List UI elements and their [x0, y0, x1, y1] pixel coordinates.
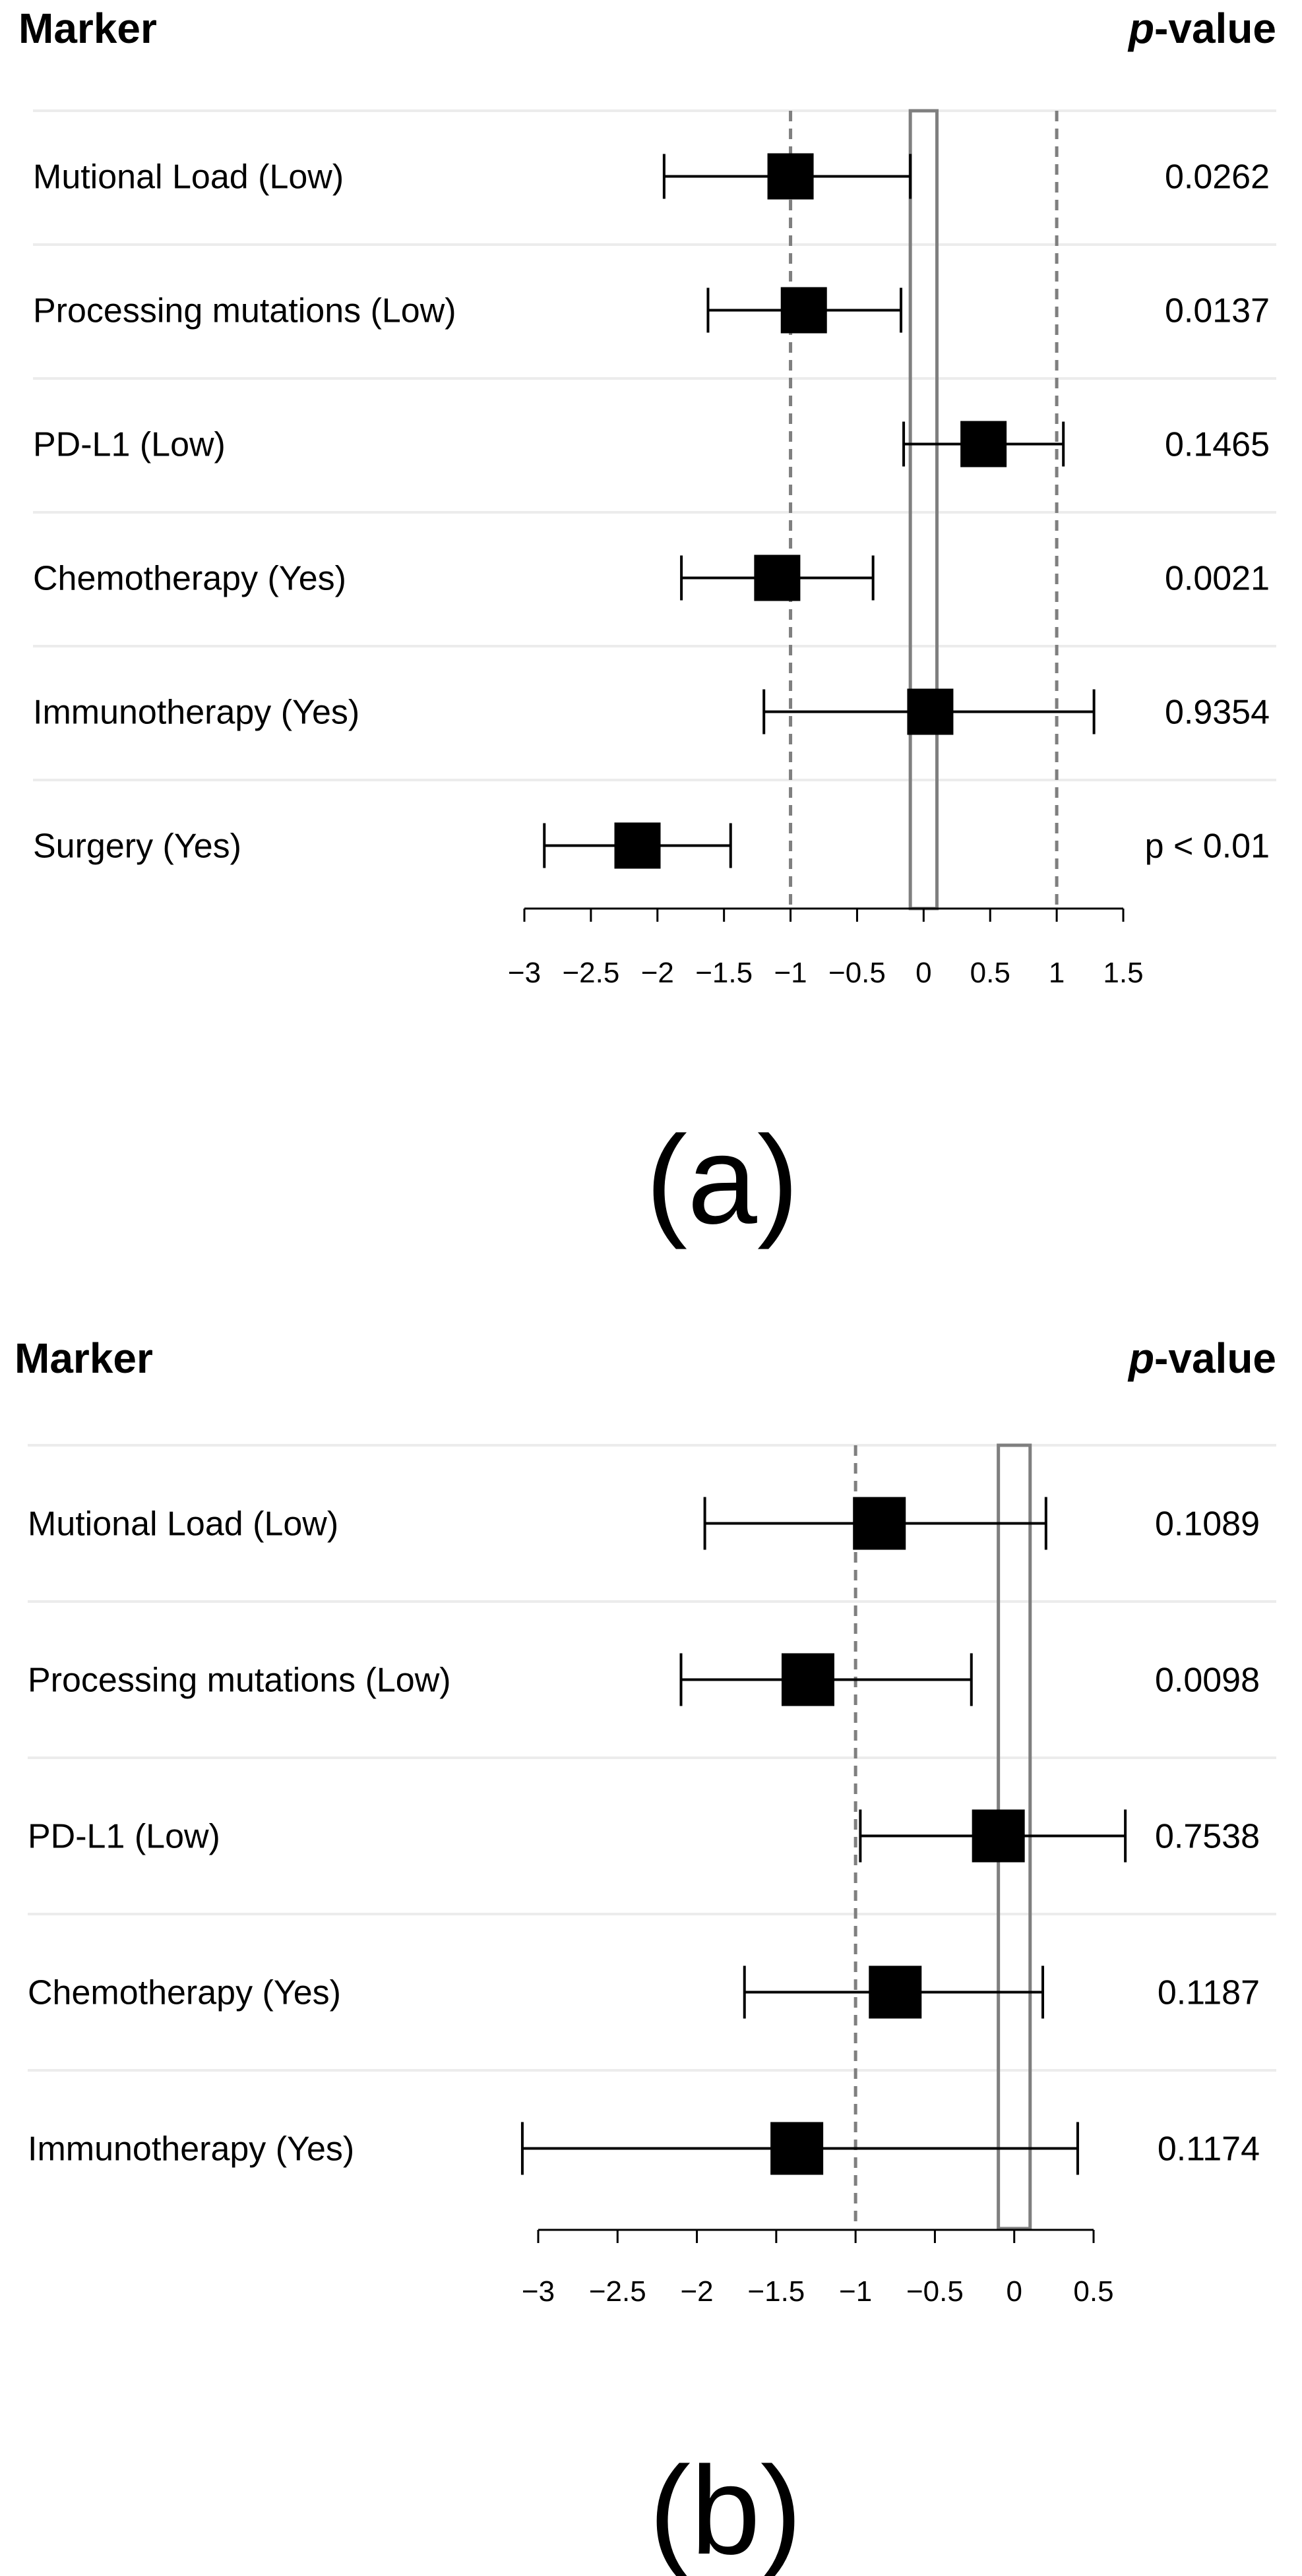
x-axis-tick-label: −3: [522, 2275, 555, 2308]
marker-label: Mutional Load (Low): [28, 1505, 338, 1543]
p-value-text: 0.9354: [1165, 694, 1270, 732]
panel-label: (b): [649, 2441, 802, 2576]
null-effect-band: [908, 109, 939, 911]
p-value-text: 0.1089: [1155, 1505, 1260, 1543]
x-axis-tick-label: 1: [1049, 957, 1065, 989]
p-value-text: p < 0.01: [1145, 827, 1270, 866]
x-axis-tick-label: −2: [641, 957, 674, 989]
x-axis-tick-label: −2.5: [562, 957, 619, 989]
point-estimate-box: [972, 1809, 1025, 1863]
p-value-text: 0.1187: [1158, 1974, 1260, 2012]
x-axis-tick-label: −2: [680, 2275, 713, 2308]
x-axis-tick-label: 0.5: [970, 957, 1010, 989]
p-value-text: 0.7538: [1155, 1818, 1260, 1856]
point-estimate-box: [767, 153, 814, 200]
panel-label: (a): [646, 1110, 799, 1250]
x-axis-tick-label: 0.5: [1073, 2275, 1113, 2308]
point-estimate-box: [781, 1653, 834, 1706]
marker-label: PD-L1 (Low): [33, 426, 226, 464]
marker-label: Mutional Load (Low): [33, 158, 344, 196]
p-value-text: 0.0137: [1165, 292, 1270, 330]
p-value-text: 0.1174: [1158, 2130, 1260, 2169]
p-value-column-header: p-value: [1127, 1334, 1276, 1382]
x-axis-tick-label: 0: [915, 957, 931, 989]
x-axis-tick-label: 0: [1006, 2275, 1022, 2308]
marker-label: Processing mutations (Low): [28, 1662, 451, 1700]
x-axis-tick-label: −1: [839, 2275, 872, 2308]
forest-plot-panel-a: Marker p-value Mutional Load (Low) 0.0262 Pr…: [18, 5, 1276, 1250]
x-axis-tick-label: −0.5: [828, 957, 886, 989]
marker-label: Surgery (Yes): [33, 827, 241, 866]
p-value-column-header: p-value: [1127, 5, 1276, 52]
x-axis-tick-label: −1.5: [695, 957, 753, 989]
point-estimate-box: [960, 421, 1007, 467]
marker-column-header: Marker: [18, 5, 157, 52]
marker-label: Chemotherapy (Yes): [28, 1974, 341, 2012]
x-axis-tick-label: −0.5: [906, 2275, 964, 2308]
x-axis-tick-label: −1.5: [747, 2275, 805, 2308]
forest-plot-panel-b: Marker p-value Mutional Load (Low) 0.1089 Pr…: [15, 1334, 1276, 2576]
marker-label: Immunotherapy (Yes): [28, 2130, 354, 2169]
x-axis-tick-label: 1.5: [1103, 957, 1143, 989]
point-estimate-box: [907, 688, 954, 735]
p-value-text: 0.0021: [1165, 560, 1270, 598]
marker-label: Chemotherapy (Yes): [33, 560, 346, 598]
p-value-text: 0.0262: [1165, 158, 1270, 196]
point-estimate-box: [853, 1497, 906, 1550]
marker-column-header: Marker: [15, 1334, 153, 1382]
p-value-text: 0.0098: [1155, 1662, 1260, 1700]
marker-label: Processing mutations (Low): [33, 292, 456, 330]
point-estimate-box: [869, 1965, 922, 2019]
x-axis-tick-label: −3: [508, 957, 541, 989]
point-estimate-box: [754, 554, 801, 601]
point-estimate-box: [614, 822, 661, 869]
point-estimate-box: [780, 287, 827, 334]
x-axis-tick-label: −1: [774, 957, 807, 989]
p-value-text: 0.1465: [1165, 426, 1270, 464]
x-axis-tick-label: −2.5: [589, 2275, 646, 2308]
marker-label: Immunotherapy (Yes): [33, 694, 359, 732]
marker-label: PD-L1 (Low): [28, 1818, 220, 1856]
point-estimate-box: [770, 2122, 824, 2175]
